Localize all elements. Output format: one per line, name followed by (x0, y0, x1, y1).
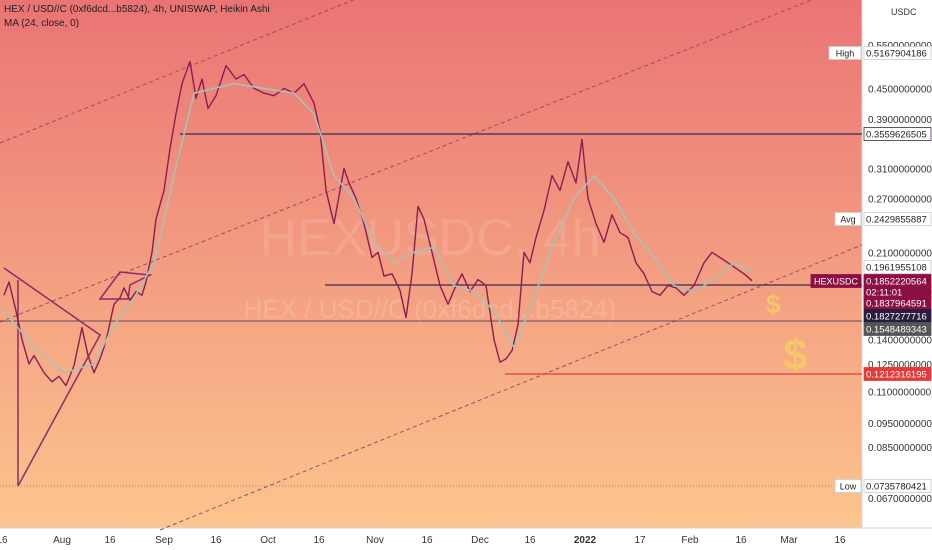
dollar-sign-large: $ (783, 331, 807, 380)
time-tick-label: 16 (735, 535, 747, 546)
time-tick-label: Nov (366, 535, 384, 546)
price-tag-value: 0.1548489343 (866, 325, 927, 336)
price-tick-label: 0.2100000000 (868, 248, 932, 259)
price-tick-label: 0.4500000000 (868, 84, 932, 95)
price-tick-label: 0.0950000000 (868, 419, 932, 430)
price-tag-value: 0.1212316195 (866, 370, 927, 381)
triangle-pattern[interactable] (3, 267, 101, 487)
price-tick-label: 0.3100000000 (868, 165, 932, 176)
price-tick-label: 0.2700000000 (868, 194, 932, 205)
price-tick-label: 0.3900000000 (868, 115, 932, 126)
moving-average-line[interactable] (3, 82, 753, 374)
channel-middle-line[interactable] (0, 0, 862, 323)
dollar-sign-small: $ (766, 289, 781, 319)
symbol-legend[interactable]: HEX / USD//C (0xf6dcd...b5824), 4h, UNIS… (4, 4, 270, 15)
price-tag-label: Avg (840, 215, 855, 225)
price-tag-value: 0.3559626505 (866, 130, 927, 141)
time-tick-label: 16 (524, 535, 536, 546)
price-tags-layer: 0.5167904186 High 0.3559626505 0.2429855887… (810, 46, 932, 493)
price-tag-box[interactable] (863, 367, 932, 381)
price-tag-label: High (836, 49, 855, 59)
time-tick-label: Oct (260, 535, 276, 546)
time-tick-label: Mar (780, 535, 798, 546)
price-tick-label: 0.1250000000 (868, 360, 932, 371)
time-axis-background (0, 528, 932, 550)
price-tag-value: 0.1827277716 (866, 312, 927, 323)
price-tag-box[interactable] (863, 46, 932, 60)
price-tag-value: 0.1961955108 (866, 263, 927, 274)
time-tick-label: Aug (53, 535, 71, 546)
price-tag-label-box[interactable] (834, 212, 862, 226)
price-tag-value: 02:11:01 (866, 288, 902, 299)
time-tick-label: 16 (421, 535, 433, 546)
chart-legend: HEX / USD//C (0xf6dcd...b5824), 4h, UNIS… (4, 3, 270, 31)
chart-background (0, 0, 862, 528)
time-tick-label: 16 (0, 535, 8, 546)
price-tag-value: 0.2429855887 (866, 215, 927, 226)
price-series-line[interactable] (3, 60, 753, 387)
price-tick-label: 0.1100000000 (868, 387, 932, 398)
price-tick-label: 0.0670000000 (868, 494, 932, 505)
price-axis-unit: USDC (891, 7, 917, 17)
time-tick-label: Feb (681, 535, 699, 546)
price-tag-label: HEXUSDC (814, 277, 859, 287)
price-tag-value: 0.0735780421 (866, 482, 927, 493)
time-tick-label: 2022 (574, 535, 597, 546)
time-tick-label: 17 (634, 535, 646, 546)
drawings-layer: $$ (0, 0, 863, 531)
time-tick-label: 16 (210, 535, 222, 546)
watermark-ticker: HEXUSDC, 4h (260, 209, 601, 267)
price-tag-label-box[interactable] (834, 479, 862, 493)
price-tag-value: 0.5167904186 (866, 49, 927, 60)
time-tick-label: Sep (155, 535, 173, 546)
price-tag-box[interactable] (863, 479, 932, 493)
price-tick-label: 0.0850000000 (868, 443, 932, 454)
price-tag-value: 0.1852220564 (866, 277, 927, 288)
flag-pattern[interactable] (98, 271, 153, 300)
series-layer (3, 60, 753, 387)
price-tag-label-box[interactable] (810, 274, 862, 288)
watermark-description: HEX / USD//C (0xf6dcd...b5824) (244, 294, 617, 324)
price-tag-label-box[interactable] (828, 46, 862, 60)
price-tag-box[interactable] (863, 322, 932, 336)
channel-lower-line[interactable] (159, 244, 863, 531)
price-tag-value: 0.1837964591 (866, 299, 927, 310)
indicator-legend[interactable]: MA (24, close, 0) (4, 18, 80, 29)
time-tick-label: 16 (104, 535, 116, 546)
price-tag-box[interactable] (863, 212, 932, 226)
price-tag-box[interactable] (863, 260, 932, 274)
time-tick-label: Dec (471, 535, 489, 546)
price-tag-box[interactable] (863, 127, 932, 141)
channel-upper-line[interactable] (0, 0, 600, 144)
price-tick-label: 0.1400000000 (868, 336, 932, 347)
time-tick-label: 16 (313, 535, 325, 546)
price-tag-label: Low (840, 482, 857, 492)
time-tick-label: 16 (834, 535, 846, 546)
